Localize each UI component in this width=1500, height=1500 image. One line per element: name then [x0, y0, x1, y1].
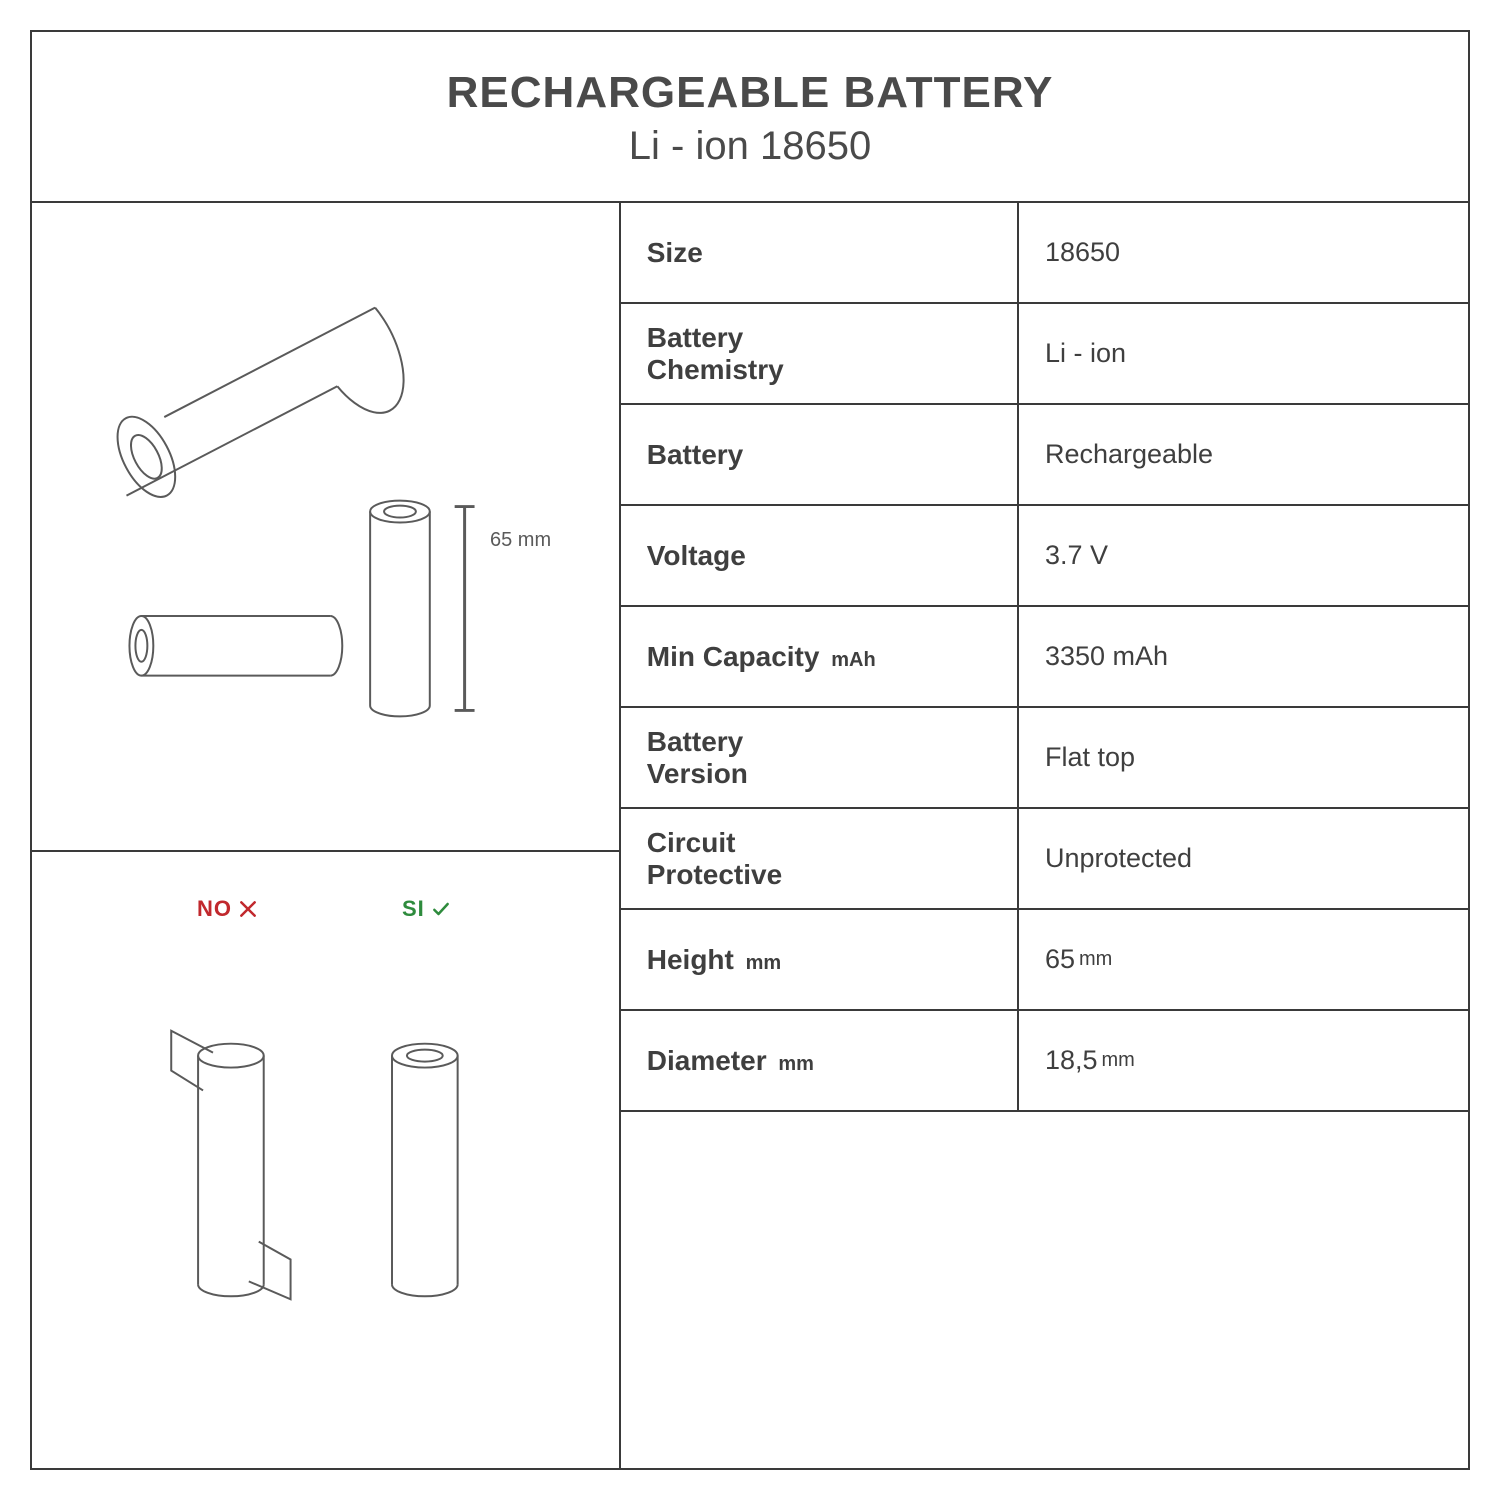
dimensions-diagram: 65 mm — [32, 203, 619, 852]
spec-label: Voltage — [621, 506, 1019, 605]
height-dimension-label: 65 mm — [490, 529, 551, 552]
header: RECHARGEABLE BATTERY Li - ion 18650 — [32, 32, 1468, 203]
spec-value: Li - ion — [1019, 304, 1468, 403]
page-subtitle: Li - ion 18650 — [52, 124, 1448, 169]
spec-value: 65 mm — [1019, 910, 1468, 1009]
spec-label: Min Capacity mAh — [621, 607, 1019, 706]
illustration-column: 65 mm NO SI — [32, 203, 621, 1468]
spec-value: Flat top — [1019, 708, 1468, 807]
spec-row: Diameter mm18,5 mm — [621, 1011, 1468, 1112]
battery-outline-drawing — [32, 203, 619, 850]
spec-value: Unprotected — [1019, 809, 1468, 908]
spec-row: CircuitProtectiveUnprotected — [621, 809, 1468, 910]
spec-label: CircuitProtective — [621, 809, 1019, 908]
specs-table: Size18650BatteryChemistryLi - ionBattery… — [621, 203, 1468, 1112]
spec-row: Min Capacity mAh3350 mAh — [621, 607, 1468, 708]
spec-row: Size18650 — [621, 203, 1468, 304]
spec-label: Height mm — [621, 910, 1019, 1009]
spec-value: 3.7 V — [1019, 506, 1468, 605]
comparison-diagram: NO SI — [32, 852, 619, 1468]
spec-label: Battery — [621, 405, 1019, 504]
spec-label: BatteryVersion — [621, 708, 1019, 807]
spec-row: Height mm65 mm — [621, 910, 1468, 1011]
spec-value: 18,5 mm — [1019, 1011, 1468, 1110]
spec-row: BatteryVersionFlat top — [621, 708, 1468, 809]
battery-versions-drawing — [32, 852, 619, 1468]
spec-label: BatteryChemistry — [621, 304, 1019, 403]
spec-label: Size — [621, 203, 1019, 302]
spec-sheet: RECHARGEABLE BATTERY Li - ion 18650 — [30, 30, 1470, 1470]
blank-region — [621, 1112, 1468, 1468]
page-title: RECHARGEABLE BATTERY — [52, 68, 1448, 118]
spec-row: BatteryChemistryLi - ion — [621, 304, 1468, 405]
spec-value: Rechargeable — [1019, 405, 1468, 504]
spec-row: Voltage3.7 V — [621, 506, 1468, 607]
spec-label: Diameter mm — [621, 1011, 1019, 1110]
body: 65 mm NO SI — [32, 203, 1468, 1468]
specs-column: Size18650BatteryChemistryLi - ionBattery… — [621, 203, 1468, 1468]
spec-value: 3350 mAh — [1019, 607, 1468, 706]
spec-row: BatteryRechargeable — [621, 405, 1468, 506]
spec-value: 18650 — [1019, 203, 1468, 302]
